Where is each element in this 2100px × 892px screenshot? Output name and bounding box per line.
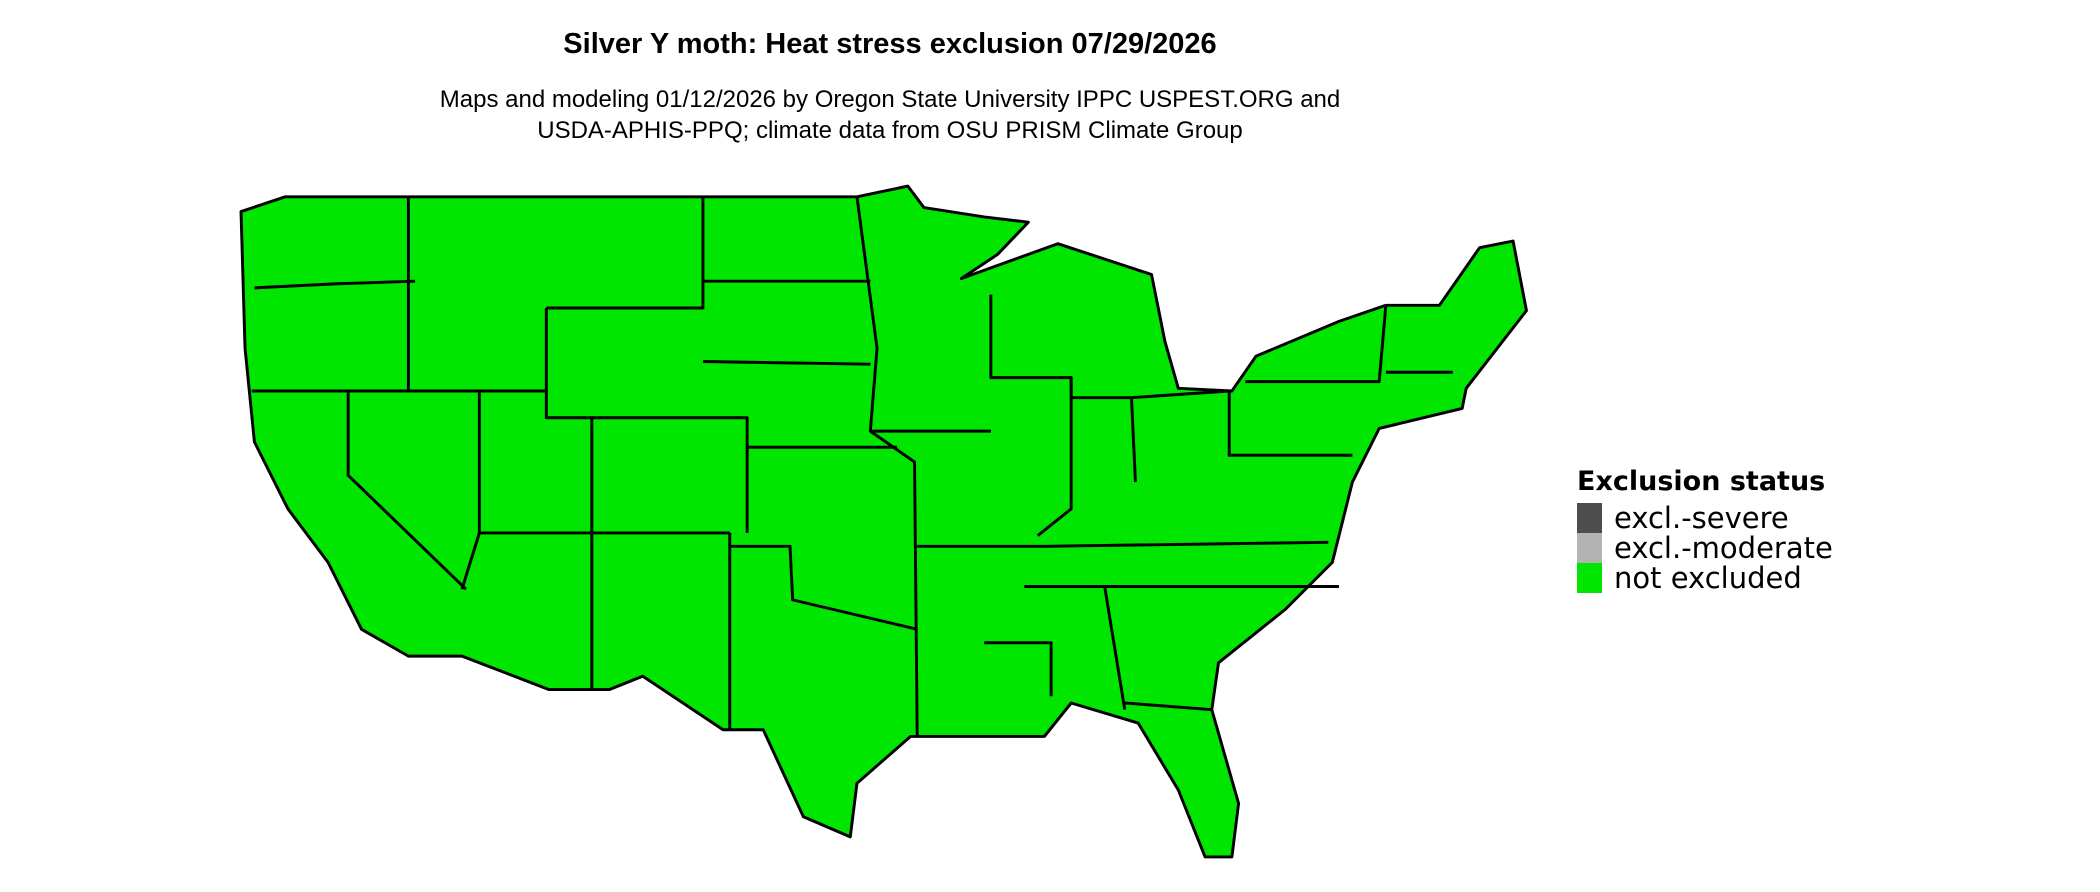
legend-label: not excluded xyxy=(1614,561,1802,595)
state-border xyxy=(917,540,1329,548)
state-border xyxy=(346,390,467,591)
legend-label: excl.-moderate xyxy=(1614,531,1833,565)
state-border xyxy=(591,416,749,533)
legend-swatch xyxy=(1577,563,1602,593)
state-border xyxy=(1245,305,1388,384)
state-border xyxy=(254,279,416,290)
legend: Exclusion status excl.-severe excl.-mode… xyxy=(1577,466,1833,595)
state-border xyxy=(984,641,1053,697)
legend-item-moderate: excl.-moderate xyxy=(1577,531,1833,565)
legend-swatch xyxy=(1577,503,1602,533)
state-border xyxy=(1103,586,1127,710)
subtitle-line-2: USDA-APHIS-PPQ; climate data from OSU PR… xyxy=(537,117,1243,144)
state-border xyxy=(1036,377,1073,537)
state-border xyxy=(1129,397,1137,483)
map-subtitle: Maps and modeling 01/12/2026 by Oregon S… xyxy=(0,84,1780,146)
legend-title: Exclusion status xyxy=(1577,466,1826,497)
map-title: Silver Y moth: Heat stress exclusion 07/… xyxy=(563,28,1217,60)
legend-item-severe: excl.-severe xyxy=(1577,501,1833,535)
state-borders xyxy=(251,196,1453,737)
legend-swatch xyxy=(1577,533,1602,563)
us-outline xyxy=(239,184,1528,859)
legend-item-not-excluded: not excluded xyxy=(1577,561,1833,595)
subtitle-line-1: Maps and modeling 01/12/2026 by Oregon S… xyxy=(439,86,1341,113)
state-border xyxy=(1124,701,1212,712)
legend-label: excl.-severe xyxy=(1614,501,1789,535)
state-border xyxy=(729,544,918,631)
state-border xyxy=(1227,390,1353,457)
state-border xyxy=(544,307,594,690)
state-border xyxy=(546,196,705,310)
state-border xyxy=(702,360,871,366)
